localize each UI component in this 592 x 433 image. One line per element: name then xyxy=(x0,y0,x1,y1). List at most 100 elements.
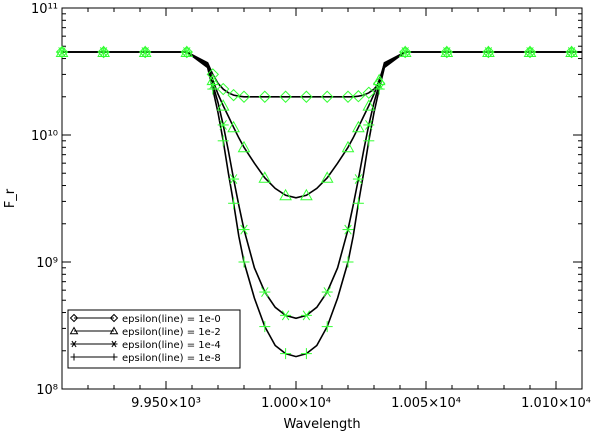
data-point-diamond xyxy=(352,90,365,103)
x-tick-label: 1.005×10⁴ xyxy=(391,396,461,411)
data-point-triangle xyxy=(258,171,272,183)
series-line-3 xyxy=(62,51,582,320)
legend-label: epsilon(line) = 1e-2 xyxy=(122,327,221,338)
data-point-plus xyxy=(321,321,333,333)
legend-marker-plus xyxy=(70,353,78,361)
data-point-diamond xyxy=(237,90,251,103)
asterisk-stroke xyxy=(111,340,117,348)
data-point-plus xyxy=(373,83,385,95)
data-point-plus xyxy=(399,46,411,58)
data-point-diamond xyxy=(279,90,292,103)
triangle-marker-shape xyxy=(320,171,334,183)
data-point-triangle xyxy=(237,140,251,153)
asterisk-stroke xyxy=(344,224,352,235)
series-line-2 xyxy=(62,51,582,199)
data-point-asterisk xyxy=(228,174,240,185)
x-tick-label: 1.000×10⁴ xyxy=(261,396,331,411)
triangle-marker-shape xyxy=(362,99,376,111)
data-point-triangle xyxy=(362,99,376,111)
diamond-marker-shape xyxy=(300,90,313,103)
data-point-plus xyxy=(441,46,453,58)
series-line-1 xyxy=(62,51,582,98)
data-point-plus xyxy=(139,46,151,58)
data-point-asterisk xyxy=(321,287,333,298)
diamond-marker-shape xyxy=(227,88,240,102)
asterisk-stroke xyxy=(302,310,311,321)
data-point-triangle xyxy=(279,188,292,201)
triangle-marker-shape xyxy=(227,120,240,133)
data-point-plus xyxy=(98,46,110,58)
data-point-plus xyxy=(352,197,364,209)
asterisk-stroke xyxy=(281,310,290,321)
asterisk-stroke xyxy=(261,287,269,298)
triangle-marker-shape xyxy=(341,140,355,153)
asterisk-stroke xyxy=(71,340,77,348)
diamond-marker-shape xyxy=(320,90,334,103)
x-tick-label: 9.950×10³ xyxy=(131,396,201,411)
asterisk-stroke xyxy=(229,174,238,185)
data-point-asterisk xyxy=(342,224,354,235)
y-axis-label: F_r xyxy=(3,188,18,208)
data-point-asterisk xyxy=(259,287,271,298)
y-tick-label: 10⁸ xyxy=(36,383,58,398)
data-point-diamond xyxy=(227,88,240,102)
data-point-plus xyxy=(363,135,375,147)
legend-label: epsilon(line) = 1e-4 xyxy=(122,340,221,351)
axis-ticks: 9.950×10³ 1.000×10⁴ 1.005×10⁴ 1.010×10⁴ 10⁸ 1… xyxy=(31,2,591,411)
triangle-marker-shape xyxy=(109,326,119,335)
data-point-diamond xyxy=(341,90,355,103)
legend-marker-triangle xyxy=(109,326,119,335)
data-point-triangle xyxy=(227,120,240,133)
legend-label: epsilon(line) = 1e-0 xyxy=(122,314,221,325)
triangle-marker-shape xyxy=(352,120,365,133)
legend: epsilon(line) = 1e-0 epsilon(line) = 1e-2… xyxy=(67,309,241,369)
data-point-triangle xyxy=(300,188,313,201)
asterisk-stroke xyxy=(354,174,363,185)
data-point-diamond xyxy=(216,82,230,96)
data-point-diamond xyxy=(362,86,376,99)
data-point-plus xyxy=(238,256,250,268)
x-tick-label: 1.010×10⁴ xyxy=(521,396,591,411)
asterisk-stroke xyxy=(323,287,331,298)
legend-marker-diamond xyxy=(109,313,119,323)
data-point-diamond xyxy=(206,68,220,81)
series-markers xyxy=(55,45,578,360)
data-point-diamond xyxy=(300,90,313,103)
data-point-triangle xyxy=(341,140,355,153)
data-point-triangle xyxy=(216,99,230,111)
data-point-plus xyxy=(56,46,68,58)
legend-marker-asterisk xyxy=(110,340,118,348)
data-point-diamond xyxy=(258,90,272,103)
data-point-asterisk xyxy=(238,224,250,235)
y-tick-label: 10¹¹ xyxy=(31,2,58,17)
diamond-marker-shape xyxy=(206,68,220,81)
legend-label: epsilon(line) = 1e-8 xyxy=(122,353,221,364)
x-axis-label: Wavelength xyxy=(283,417,360,432)
data-point-plus xyxy=(280,348,292,360)
legend-box xyxy=(67,309,241,369)
data-point-asterisk xyxy=(280,310,292,321)
data-point-plus xyxy=(259,321,271,333)
legend-marker-plus xyxy=(110,353,118,361)
diamond-marker-shape xyxy=(109,313,119,323)
triangle-marker-shape xyxy=(300,188,313,201)
data-point-plus xyxy=(300,348,312,360)
diamond-marker-shape xyxy=(69,313,79,323)
data-point-asterisk xyxy=(300,310,312,321)
data-point-diamond xyxy=(320,90,334,103)
data-point-plus xyxy=(566,46,578,58)
diamond-marker-shape xyxy=(258,90,272,103)
y-tick-label: 10¹⁰ xyxy=(31,129,58,144)
triangle-marker-shape xyxy=(69,326,79,335)
data-point-triangle xyxy=(352,120,365,133)
legend-marker-diamond xyxy=(69,313,79,323)
data-point-plus xyxy=(524,46,536,58)
legend-marker-asterisk xyxy=(70,340,78,348)
triangle-marker-shape xyxy=(258,171,272,183)
data-point-plus xyxy=(342,256,354,268)
data-point-triangle xyxy=(320,171,334,183)
data-point-asterisk xyxy=(217,119,229,130)
diamond-marker-shape xyxy=(237,90,251,103)
legend-marker-triangle xyxy=(69,326,79,335)
